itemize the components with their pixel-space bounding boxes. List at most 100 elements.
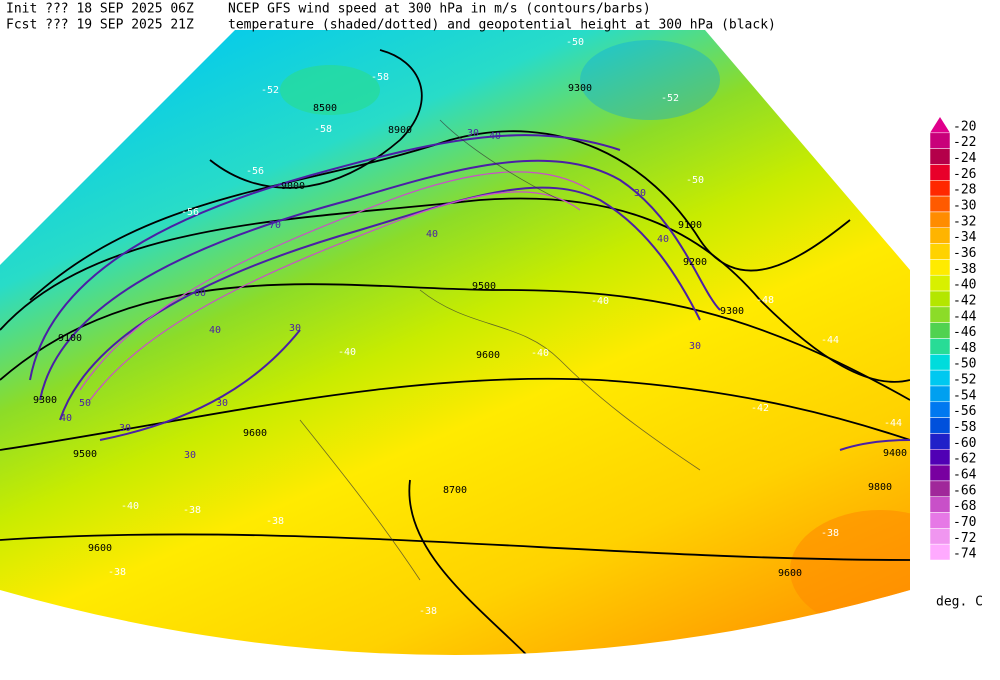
colorbar: -20-22-24-26-28-30-32-34-36-38-40-42-44-… — [929, 117, 977, 562]
colorbar-label: -28 — [953, 183, 976, 198]
temperature-label: -38 — [108, 567, 126, 578]
colorbar-label: -48 — [953, 341, 976, 356]
colorbar-box — [929, 480, 951, 497]
colorbar-box — [929, 528, 951, 545]
temperature-label: -50 — [686, 175, 704, 186]
colorbar-box — [929, 543, 951, 561]
height-label: 8700 — [443, 485, 467, 496]
wind-label: 30 — [689, 341, 701, 352]
colorbar-label: -40 — [953, 278, 976, 293]
height-label: 9800 — [868, 482, 892, 493]
height-label: 9200 — [683, 257, 707, 268]
temperature-label: -48 — [756, 295, 774, 306]
colorbar-label: -26 — [953, 167, 976, 182]
colorbar-label: -30 — [953, 199, 976, 214]
colorbar-label: -20 — [953, 119, 976, 134]
map-labels: 9600 9600 9600 9600 9500 9500 9400 9300 9300 9200… — [33, 37, 907, 617]
temperature-label: -44 — [821, 335, 839, 346]
colorbar-box — [929, 449, 951, 466]
temperature-label: -40 — [531, 348, 549, 359]
height-label: 9400 — [883, 448, 907, 459]
colorbar-label: -56 — [953, 404, 976, 419]
colorbar-label: -72 — [953, 531, 976, 546]
wind-label: 40 — [209, 325, 221, 336]
colorbar-box — [929, 433, 951, 450]
wind-label: 30 — [289, 323, 301, 334]
colorbar-box — [929, 180, 951, 197]
colorbar-label: -68 — [953, 499, 976, 514]
title-line-2: temperature (shaded/dotted) and geopoten… — [228, 18, 776, 33]
colorbar-box — [929, 132, 951, 149]
wind-label: 30 — [184, 450, 196, 461]
wind-label: 50 — [79, 398, 91, 409]
height-label: 8900 — [388, 125, 412, 136]
colorbar-box — [929, 195, 951, 213]
colorbar-box — [929, 274, 951, 292]
colorbar-label: -32 — [953, 214, 976, 229]
temperature-label: -56 — [181, 207, 199, 218]
colorbar-label: -38 — [953, 262, 976, 277]
height-label: 9500 — [472, 281, 496, 292]
colorbar-label: -54 — [953, 388, 977, 403]
colorbar-label: -42 — [953, 293, 976, 308]
temperature-label: -40 — [121, 501, 139, 512]
colorbar-triangle — [930, 117, 950, 133]
temperature-label: -58 — [371, 72, 389, 83]
colorbar-box — [929, 401, 951, 418]
temperature-label: -42 — [751, 403, 769, 414]
colorbar-box — [929, 369, 951, 387]
temperature-label: -44 — [884, 418, 902, 429]
colorbar-box — [929, 354, 951, 371]
height-label: 9300 — [568, 83, 592, 94]
colorbar-box — [929, 512, 951, 529]
height-label: 8500 — [313, 103, 337, 114]
colorbar-label: -58 — [953, 420, 976, 435]
wind-label: 30 — [216, 398, 228, 409]
temperature-label: -38 — [419, 606, 437, 617]
colorbar-label: -60 — [953, 436, 976, 451]
colorbar-label: -62 — [953, 452, 976, 467]
colorbar-box — [929, 148, 951, 165]
colorbar-label: -34 — [953, 230, 977, 245]
colorbar-label: -50 — [953, 357, 976, 372]
title-line-1: NCEP GFS wind speed at 300 hPa in m/s (c… — [228, 2, 651, 17]
temperature-label: -58 — [314, 124, 332, 135]
height-label: 9600 — [778, 568, 802, 579]
colorbar-box — [929, 290, 951, 308]
wind-label: 40 — [489, 131, 501, 142]
colorbar-box — [929, 417, 951, 434]
colorbar-box — [929, 464, 951, 482]
height-label: 9300 — [720, 306, 744, 317]
colorbar-box — [929, 211, 951, 229]
height-label: 9100 — [678, 220, 702, 231]
colorbar-label: -52 — [953, 373, 976, 388]
temperature-label: -50 — [566, 37, 584, 48]
colorbar-box — [929, 259, 951, 276]
wind-label: 60 — [194, 288, 206, 299]
colorbar-box — [929, 306, 951, 323]
temperature-label: -52 — [261, 85, 279, 96]
wind-label: 40 — [60, 413, 72, 424]
height-label: 9600 — [476, 350, 500, 361]
colorbar-box — [929, 322, 951, 339]
temperature-label: -40 — [338, 347, 356, 358]
height-label: 9600 — [243, 428, 267, 439]
colorbar-box — [929, 496, 951, 513]
wind-label: 40 — [657, 234, 669, 245]
colorbar-label: -64 — [953, 467, 977, 482]
height-label: 9000 — [281, 181, 305, 192]
temperature-label: -52 — [661, 93, 679, 104]
wind-label: 30 — [467, 128, 479, 139]
temperature-label: -38 — [266, 516, 284, 527]
colorbar-label: -24 — [953, 151, 977, 166]
init-time: Init ??? 18 SEP 2025 06Z — [6, 2, 194, 17]
height-label: 9100 — [58, 333, 82, 344]
colorbar-box — [929, 227, 951, 244]
colorbar-label: -36 — [953, 246, 976, 261]
temperature-label: -56 — [246, 166, 264, 177]
wind-label: 30 — [119, 423, 131, 434]
temperature-label: -38 — [821, 528, 839, 539]
wind-label: 70 — [269, 220, 281, 231]
colorbar-unit: deg. C — [936, 595, 983, 610]
